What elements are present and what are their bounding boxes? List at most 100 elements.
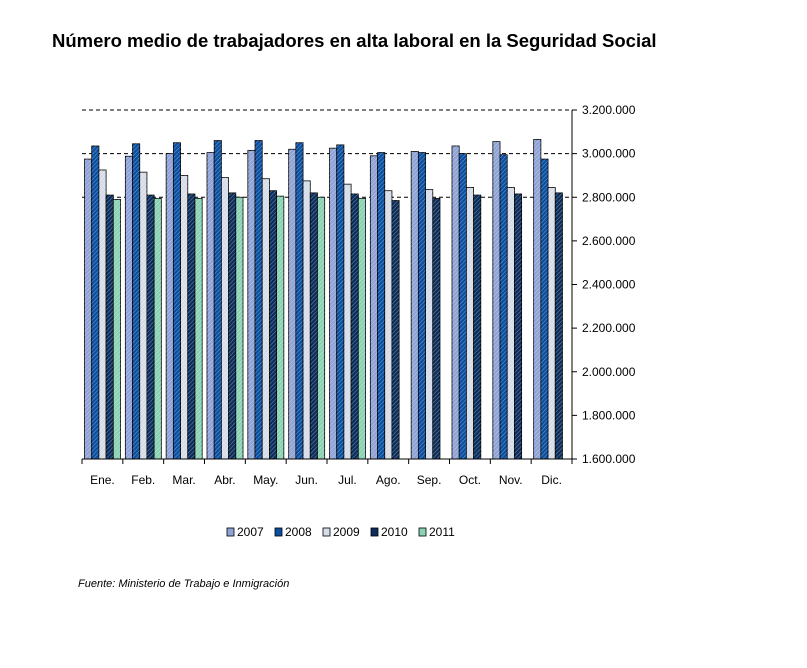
bar-hatch (295, 142, 304, 459)
x-tick-label: Ene. (90, 473, 115, 487)
bar-hatch (132, 143, 140, 459)
bar-2009-4 (261, 178, 270, 460)
bar-hatch (214, 140, 222, 459)
bar-2010-4 (269, 190, 278, 460)
bar-hatch (492, 141, 501, 460)
bar-hatch (336, 144, 344, 459)
bar-2007-5 (288, 148, 297, 460)
bar-hatch (235, 197, 243, 459)
bar-hatch (255, 140, 263, 459)
legend-swatch (274, 527, 283, 537)
y-tick-label: 1.600.000 (582, 452, 636, 466)
bar-hatch (351, 193, 359, 459)
bar-hatch (317, 197, 325, 459)
axes: 1.600.000 1.800.000 2.000.000 2.200.000 2.40… (81, 103, 636, 487)
bar-hatch (540, 159, 549, 459)
bar-2007-1 (124, 155, 133, 460)
bar-hatch (425, 189, 433, 459)
bar-hatch (473, 195, 481, 459)
bar-2008-6 (336, 144, 345, 460)
bar-2011-2 (194, 197, 203, 460)
legend-item-2008: 2008 (274, 525, 312, 539)
bar-hatch (113, 199, 121, 459)
y-tick-label: 3.200.000 (582, 103, 636, 117)
y-tick-label: 2.200.000 (582, 321, 636, 335)
bar-2011-5 (317, 196, 326, 460)
chart-title: Número medio de trabajadores en alta lab… (52, 30, 657, 51)
bar-hatch (125, 156, 133, 459)
bar-2010-10 (514, 193, 523, 460)
bar-hatch (303, 180, 311, 459)
bar-2009-11 (547, 187, 556, 460)
bar-hatch (106, 195, 114, 459)
bar-hatch (432, 198, 440, 459)
bar-2007-4 (247, 149, 256, 460)
x-tick-label: Abr. (214, 473, 235, 487)
x-tick-label: Ago. (376, 473, 401, 487)
bar-2009-5 (302, 180, 311, 460)
bar-hatch (98, 169, 107, 459)
legend-item-2009: 2009 (322, 525, 360, 539)
bar-2010-1 (146, 194, 155, 460)
bar-2008-0 (91, 145, 100, 460)
bar-2008-2 (172, 142, 181, 460)
bar-hatch (262, 178, 270, 459)
bar-hatch (555, 192, 563, 459)
bar-2008-8 (417, 152, 426, 460)
legend-swatch (322, 527, 331, 537)
bar-hatch (391, 200, 400, 459)
bar-hatch (187, 193, 195, 459)
bar-hatch (452, 145, 460, 459)
legend-item-2010: 2010 (370, 525, 408, 539)
bar-2009-10 (506, 187, 515, 460)
bar-hatch (459, 153, 467, 459)
x-tick-label: May. (253, 473, 278, 487)
legend-label: 2011 (429, 525, 455, 539)
bar-2007-8 (410, 151, 419, 460)
bar-hatch (343, 184, 352, 459)
bar-2008-5 (295, 142, 304, 460)
bar-2007-2 (165, 153, 174, 460)
bar-hatch (310, 192, 318, 459)
legend-swatch (226, 527, 235, 537)
bar-2009-9 (465, 187, 474, 460)
bar-2011-1 (153, 197, 162, 460)
bar-hatch (500, 154, 508, 459)
grid-lines (82, 109, 572, 198)
bar-hatch (358, 198, 366, 459)
legend-item-2007: 2007 (226, 525, 264, 539)
bar-2009-0 (98, 169, 107, 460)
bar-hatch (228, 192, 236, 459)
bar-2010-6 (350, 193, 359, 460)
bar-2009-1 (139, 171, 148, 460)
bar-2009-8 (425, 189, 434, 460)
y-tick-label: 2.000.000 (582, 365, 636, 379)
bar-2010-0 (105, 194, 114, 460)
legend: 2007 2008 2009 2010 2011 (226, 525, 455, 539)
bar-2008-4 (254, 140, 263, 460)
bar-hatch (139, 172, 147, 459)
legend-label: 2008 (285, 525, 312, 539)
bar-2007-3 (206, 152, 215, 460)
bar-hatch (533, 139, 541, 459)
bar-2011-6 (357, 197, 366, 460)
bar-2007-11 (533, 139, 542, 460)
bar-hatch (384, 190, 392, 460)
bar-hatch (221, 177, 229, 459)
bar-2007-10 (492, 141, 501, 460)
legend-item-2011: 2011 (418, 525, 455, 539)
bar-2007-0 (84, 158, 93, 460)
bar-2008-3 (213, 140, 222, 460)
bar-hatch (507, 187, 515, 459)
x-tick-label: Nov. (499, 473, 523, 487)
x-tick-label: Oct. (459, 473, 481, 487)
bar-2010-8 (432, 197, 441, 460)
bar-2010-3 (228, 192, 237, 460)
x-tick-label: Jul. (338, 473, 357, 487)
bar-hatch (154, 198, 162, 459)
x-tick-label: Sep. (417, 473, 442, 487)
bar-2009-7 (384, 190, 393, 460)
bar-2007-6 (329, 147, 338, 460)
y-tick-label: 2.600.000 (582, 234, 636, 248)
